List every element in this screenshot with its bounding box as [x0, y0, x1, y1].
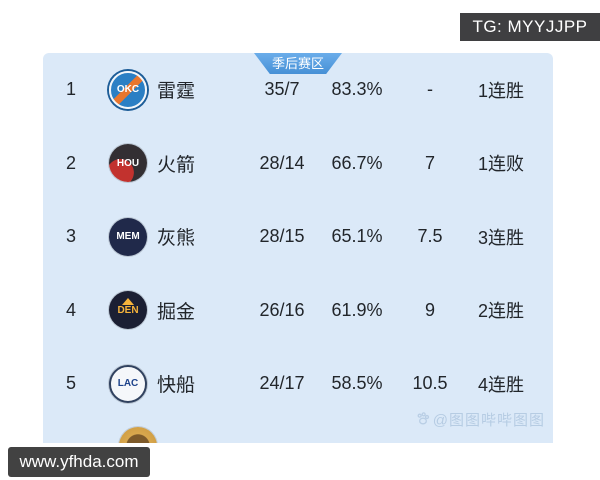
streak: 3连胜 — [477, 227, 524, 248]
url-badge-text: www.yfhda.com — [19, 452, 139, 471]
games-behind: 7.5 — [417, 226, 443, 247]
rank: 1 — [65, 79, 76, 100]
team-name: 灰熊 — [157, 228, 196, 250]
team-name: 掘金 — [157, 301, 196, 323]
grizzlies-logo-icon: MEM — [109, 217, 147, 256]
record: 35/7 — [264, 79, 300, 100]
streak: 1连败 — [477, 154, 524, 175]
playoff-zone-tab: 季后赛区 — [254, 53, 342, 74]
games-behind: 10.5 — [412, 373, 448, 394]
paw-icon — [417, 412, 429, 425]
standings-rows: 1 OKC 雷霆 35/7 83.3% - 1连胜 2 HOU 火箭 28/14… — [43, 53, 553, 421]
watermark-text: @图图哔哔图图 — [432, 411, 545, 429]
streak: 1连胜 — [477, 80, 524, 101]
record: 26/16 — [259, 299, 305, 320]
thunder-logo-icon: OKC — [109, 70, 147, 109]
tg-badge-text: TG: MYYJJPP — [472, 17, 588, 36]
games-behind: - — [427, 79, 433, 100]
url-watermark-badge: www.yfhda.com — [8, 447, 150, 477]
record: 28/15 — [259, 226, 305, 247]
table-row[interactable]: 5 LAC 快船 24/17 58.5% 10.5 4连胜 — [43, 347, 553, 421]
table-row[interactable]: 1 OKC 雷霆 35/7 83.3% - 1连胜 — [43, 53, 553, 127]
record: 24/17 — [259, 373, 305, 394]
streak: 4连胜 — [477, 374, 524, 395]
table-row[interactable]: 2 HOU 火箭 28/14 66.7% 7 1连败 — [43, 127, 553, 201]
team-name: 快船 — [157, 375, 196, 397]
clippers-logo-icon: LAC — [109, 364, 147, 403]
rank: 4 — [65, 299, 76, 320]
rank: 3 — [65, 226, 76, 247]
rockets-logo-icon: HOU — [109, 144, 147, 183]
win-pct: 58.5% — [331, 373, 383, 394]
partial-team-logo-icon — [119, 427, 157, 443]
table-row[interactable]: 4 DEN 掘金 26/16 61.9% 9 2连胜 — [43, 274, 553, 348]
games-behind: 7 — [424, 152, 435, 173]
tg-watermark-badge: TG: MYYJJPP — [460, 13, 600, 41]
games-behind: 9 — [424, 299, 435, 320]
record: 28/14 — [259, 152, 305, 173]
rank: 5 — [65, 373, 76, 394]
win-pct: 83.3% — [331, 79, 383, 100]
streak: 2连胜 — [477, 301, 524, 322]
creator-watermark: @图图哔哔图图 — [415, 407, 545, 431]
rank: 2 — [65, 152, 76, 173]
team-name: 火箭 — [157, 154, 196, 176]
win-pct: 66.7% — [331, 152, 383, 173]
win-pct: 65.1% — [331, 226, 383, 247]
win-pct: 61.9% — [331, 299, 383, 320]
nuggets-logo-icon: DEN — [109, 291, 147, 330]
table-row[interactable]: 3 MEM 灰熊 28/15 65.1% 7.5 3连胜 — [43, 200, 553, 274]
standings-table: 季后赛区 1 OKC 雷霆 35/7 83.3% - 1连胜 2 HOU 火箭 … — [43, 53, 553, 443]
team-name: 雷霆 — [157, 81, 196, 103]
